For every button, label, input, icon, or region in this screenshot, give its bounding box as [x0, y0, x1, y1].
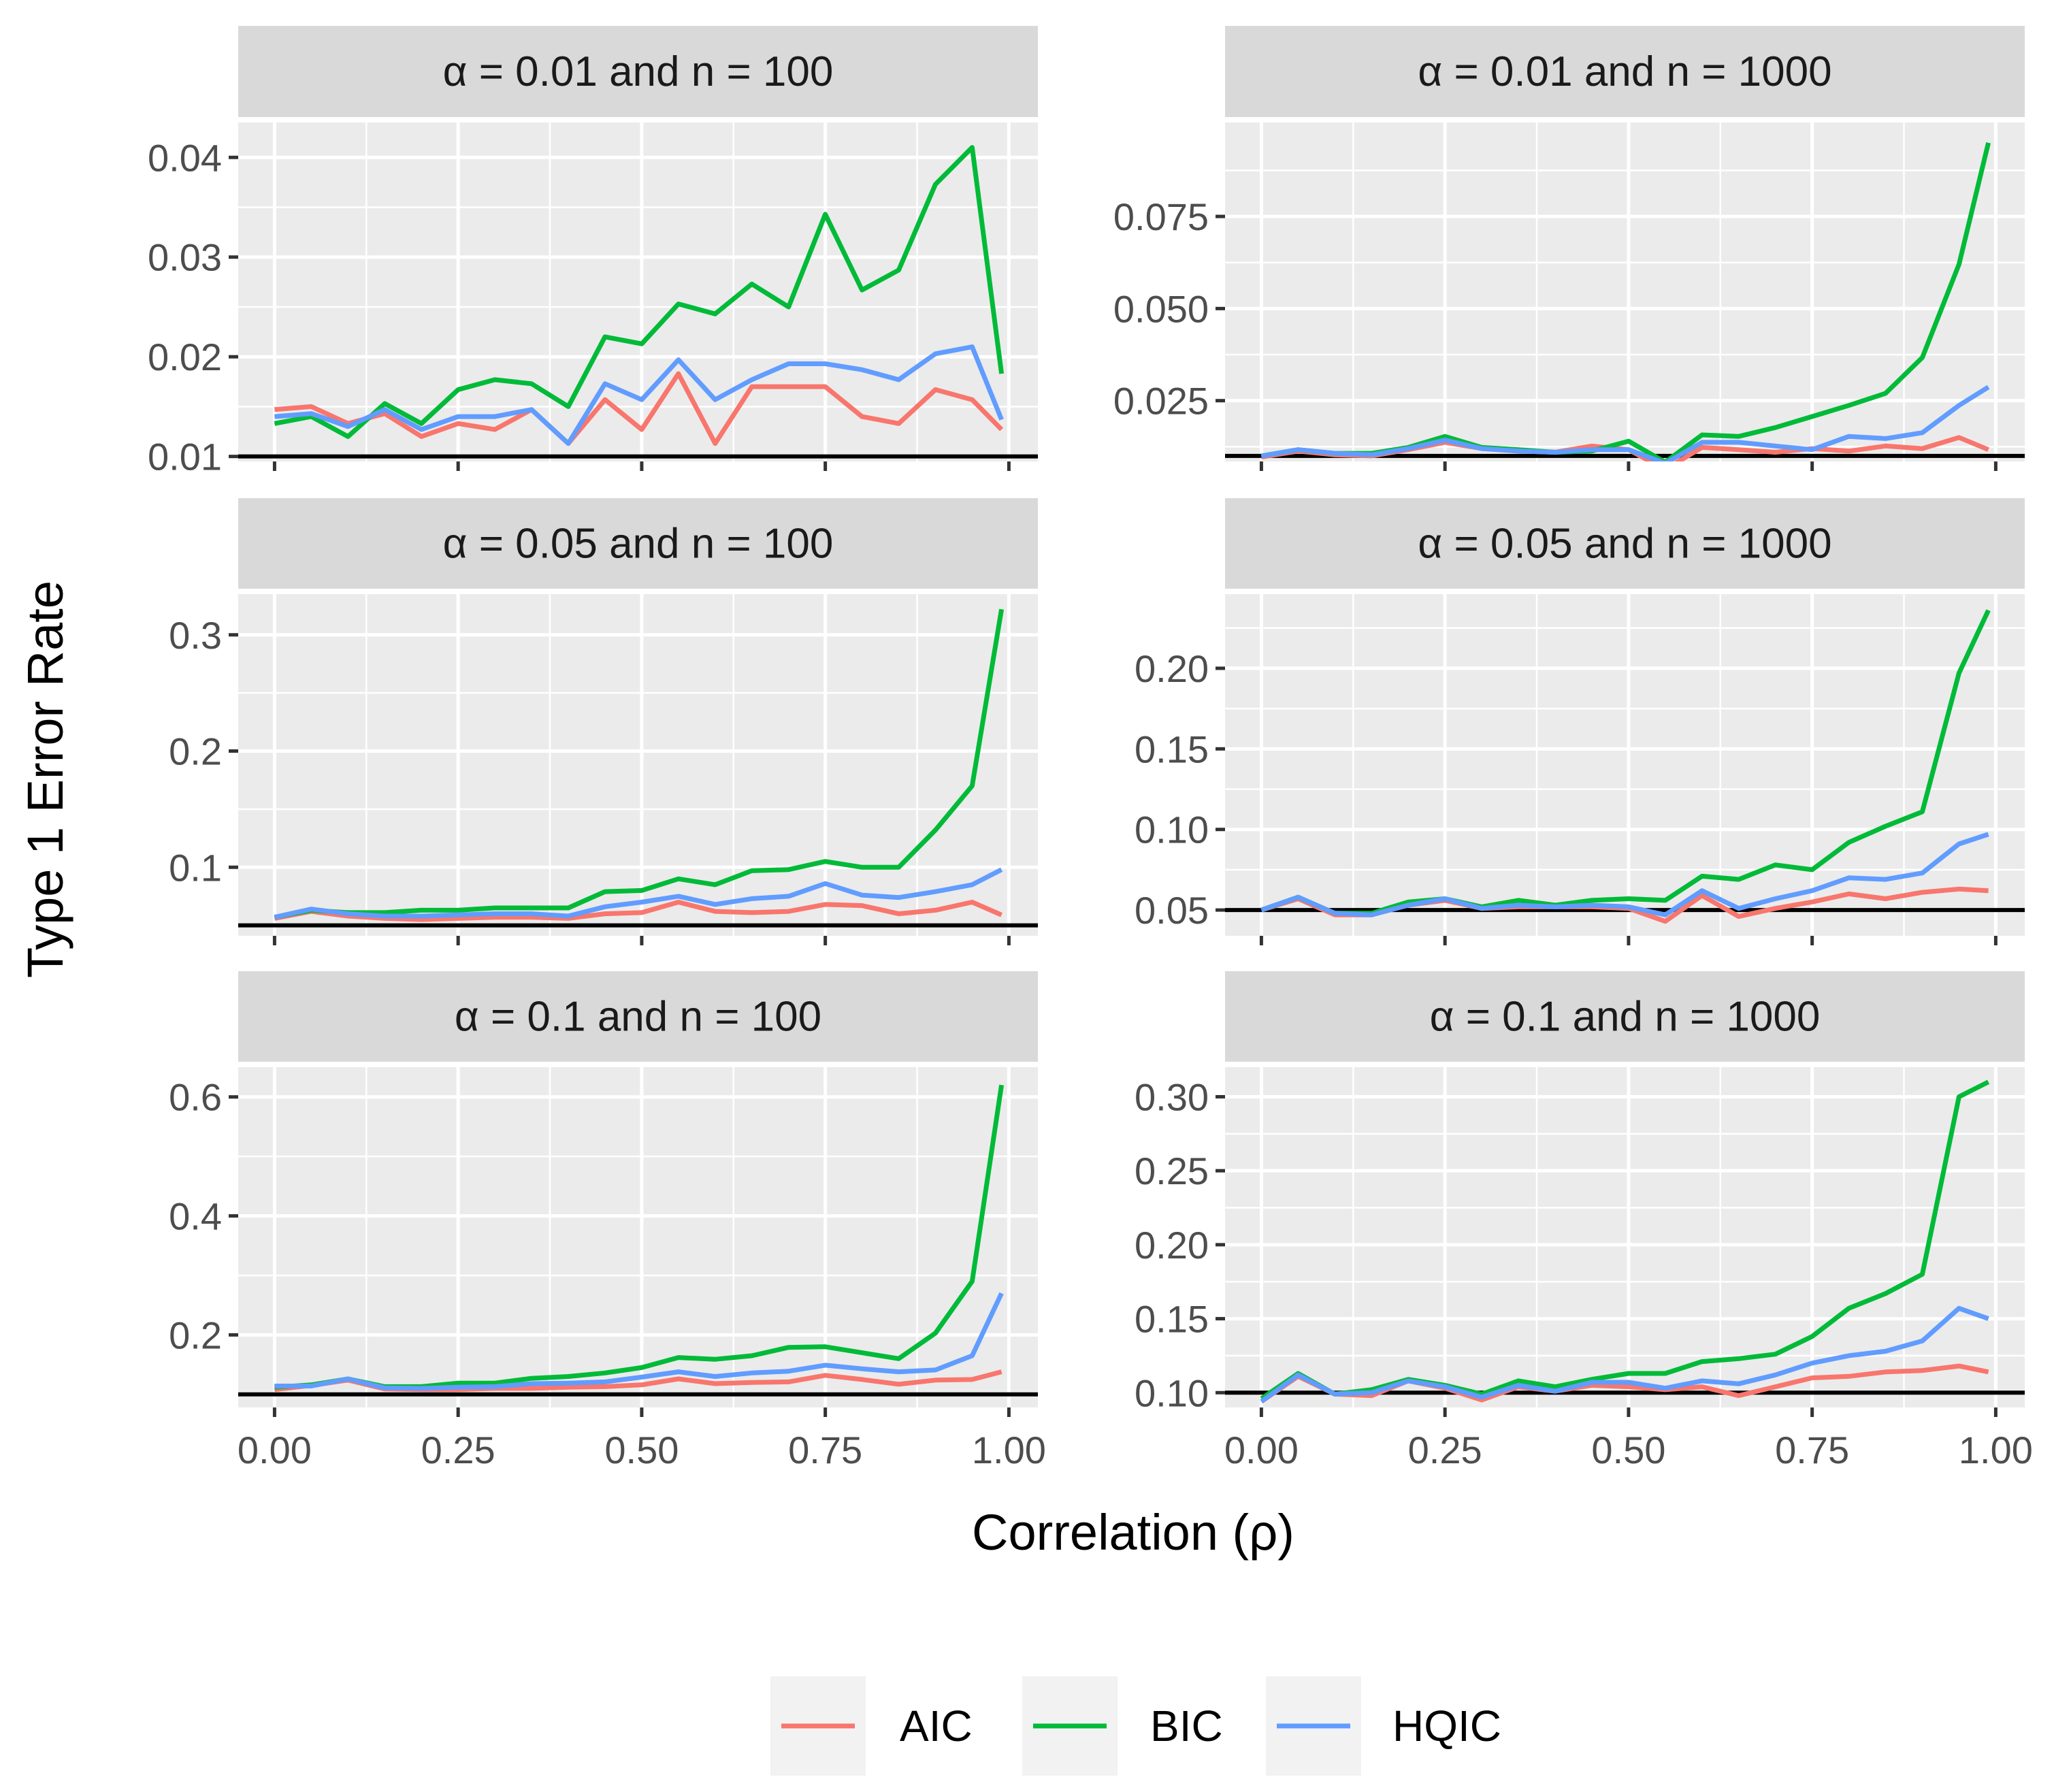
y-tick-label: 0.6 [169, 1076, 222, 1119]
y-tick-label: 0.10 [1135, 1371, 1209, 1414]
legend-label: HQIC [1392, 1701, 1501, 1750]
facet-title: α = 0.05 and n = 1000 [1418, 521, 1831, 568]
series-line-aic [274, 900, 1002, 922]
series-group [1260, 1079, 1990, 1404]
legend-item-aic: AIC [770, 1676, 973, 1776]
legend-item-hqic: HQIC [1266, 1676, 1501, 1776]
y-tick-label: 0.025 [1113, 380, 1209, 423]
y-tick-label: 0.4 [169, 1195, 222, 1238]
y-tick-label: 0.2 [169, 1314, 222, 1356]
facet-title: α = 0.1 and n = 1000 [1430, 994, 1821, 1041]
y-tick-label: 0.15 [1135, 728, 1209, 770]
facet-panel-3: α = 0.05 and n = 100 0.1 0.2 0.3 [169, 498, 1038, 945]
series-line-bic [274, 145, 1005, 439]
y-tick-label: 0.03 [148, 236, 222, 279]
x-tick-label: 0.50 [1591, 1429, 1665, 1471]
facet-title: α = 0.01 and n = 1000 [1418, 48, 1831, 95]
x-tick-label: 0.50 [604, 1429, 679, 1471]
panel-background [238, 594, 1038, 936]
y-tick-label: 0.2 [169, 730, 222, 773]
x-axis-title: Correlation (ρ) [972, 1504, 1294, 1561]
series-group [1260, 142, 1991, 461]
series-line-bic [274, 608, 1005, 920]
facet-panel-5: α = 0.1 and n = 100 0.2 0.4 0.6 0.00 0.25 0.50… [169, 971, 1046, 1471]
x-tick-label: 0.75 [788, 1429, 862, 1471]
facet-panel-2: α = 0.01 and n = 1000 0.025 0.050 0.075 [1113, 26, 2025, 471]
x-tick-label: 0.25 [1408, 1429, 1482, 1471]
legend-label: AIC [900, 1701, 973, 1750]
series-group [274, 608, 1005, 922]
facet-strip [238, 971, 1038, 1062]
series-line-hqic [274, 1292, 1004, 1391]
y-tick-label: 0.20 [1135, 647, 1209, 690]
y-tick-label: 0.10 [1135, 809, 1209, 851]
series-line-hqic [274, 344, 1004, 446]
y-tick-label: 0.075 [1113, 195, 1209, 238]
x-tick-label: 1.00 [972, 1429, 1046, 1471]
x-tick-label: 0.25 [421, 1429, 495, 1471]
y-tick-label: 0.3 [169, 614, 222, 657]
facet-title: α = 0.1 and n = 100 [455, 994, 821, 1041]
y-tick-label: 0.050 [1113, 287, 1209, 330]
series-line-hqic [1260, 832, 1989, 917]
x-tick-label: 0.75 [1775, 1429, 1849, 1471]
facet-panel-4: α = 0.05 and n = 1000 0.05 0.10 0.15 0.20 [1135, 498, 2025, 945]
facet-strip [1225, 498, 2025, 589]
y-tick-label: 0.05 [1135, 889, 1209, 932]
series-line-aic [274, 371, 1004, 446]
y-tick-label: 0.25 [1135, 1150, 1209, 1192]
y-tick-label: 0.04 [148, 136, 222, 179]
series-group [1260, 609, 1991, 924]
legend-item-bic: BIC [1022, 1676, 1223, 1776]
series-line-hqic [1260, 1305, 1989, 1404]
facet-title: α = 0.05 and n = 100 [443, 521, 834, 568]
legend: AIC BIC HQIC [770, 1676, 1501, 1776]
facet-panels: α = 0.01 and n = 1000.010.020.030.04α = … [148, 26, 2033, 1471]
facet-strip [238, 498, 1038, 589]
y-tick-label: 0.15 [1135, 1298, 1209, 1341]
y-tick-label: 0.1 [169, 846, 222, 889]
y-tick-label: 0.02 [148, 336, 222, 378]
x-tick-label: 1.00 [1959, 1429, 2033, 1471]
y-tick-label: 0.01 [148, 436, 222, 478]
facet-panel-6: α = 0.1 and n = 1000 0.10 0.15 0.20 0.25 0.30… [1135, 971, 2033, 1471]
legend-label: BIC [1150, 1701, 1223, 1750]
y-axis-title: Type 1 Error Rate [17, 581, 74, 978]
facet-panel-1: α = 0.01 and n = 100 0.01 0.02 0.03 0.04 [148, 26, 1038, 478]
panel-background [238, 1067, 1038, 1407]
series-group [274, 145, 1005, 446]
x-tick-label: 0.00 [1224, 1429, 1299, 1471]
panel-background [1225, 123, 2025, 461]
panel-background [238, 123, 1038, 461]
y-tick-label: 0.20 [1135, 1224, 1209, 1267]
facet-strip [1225, 26, 2025, 117]
series-line-hqic [1260, 385, 1990, 461]
y-tick-label: 0.30 [1135, 1075, 1209, 1118]
series-line-hqic [274, 867, 1003, 920]
x-tick-label: 0.00 [238, 1429, 312, 1471]
facet-strip [1225, 971, 2025, 1062]
series-group [274, 1084, 1005, 1392]
facet-title: α = 0.01 and n = 100 [443, 48, 834, 95]
facet-strip [238, 26, 1038, 117]
